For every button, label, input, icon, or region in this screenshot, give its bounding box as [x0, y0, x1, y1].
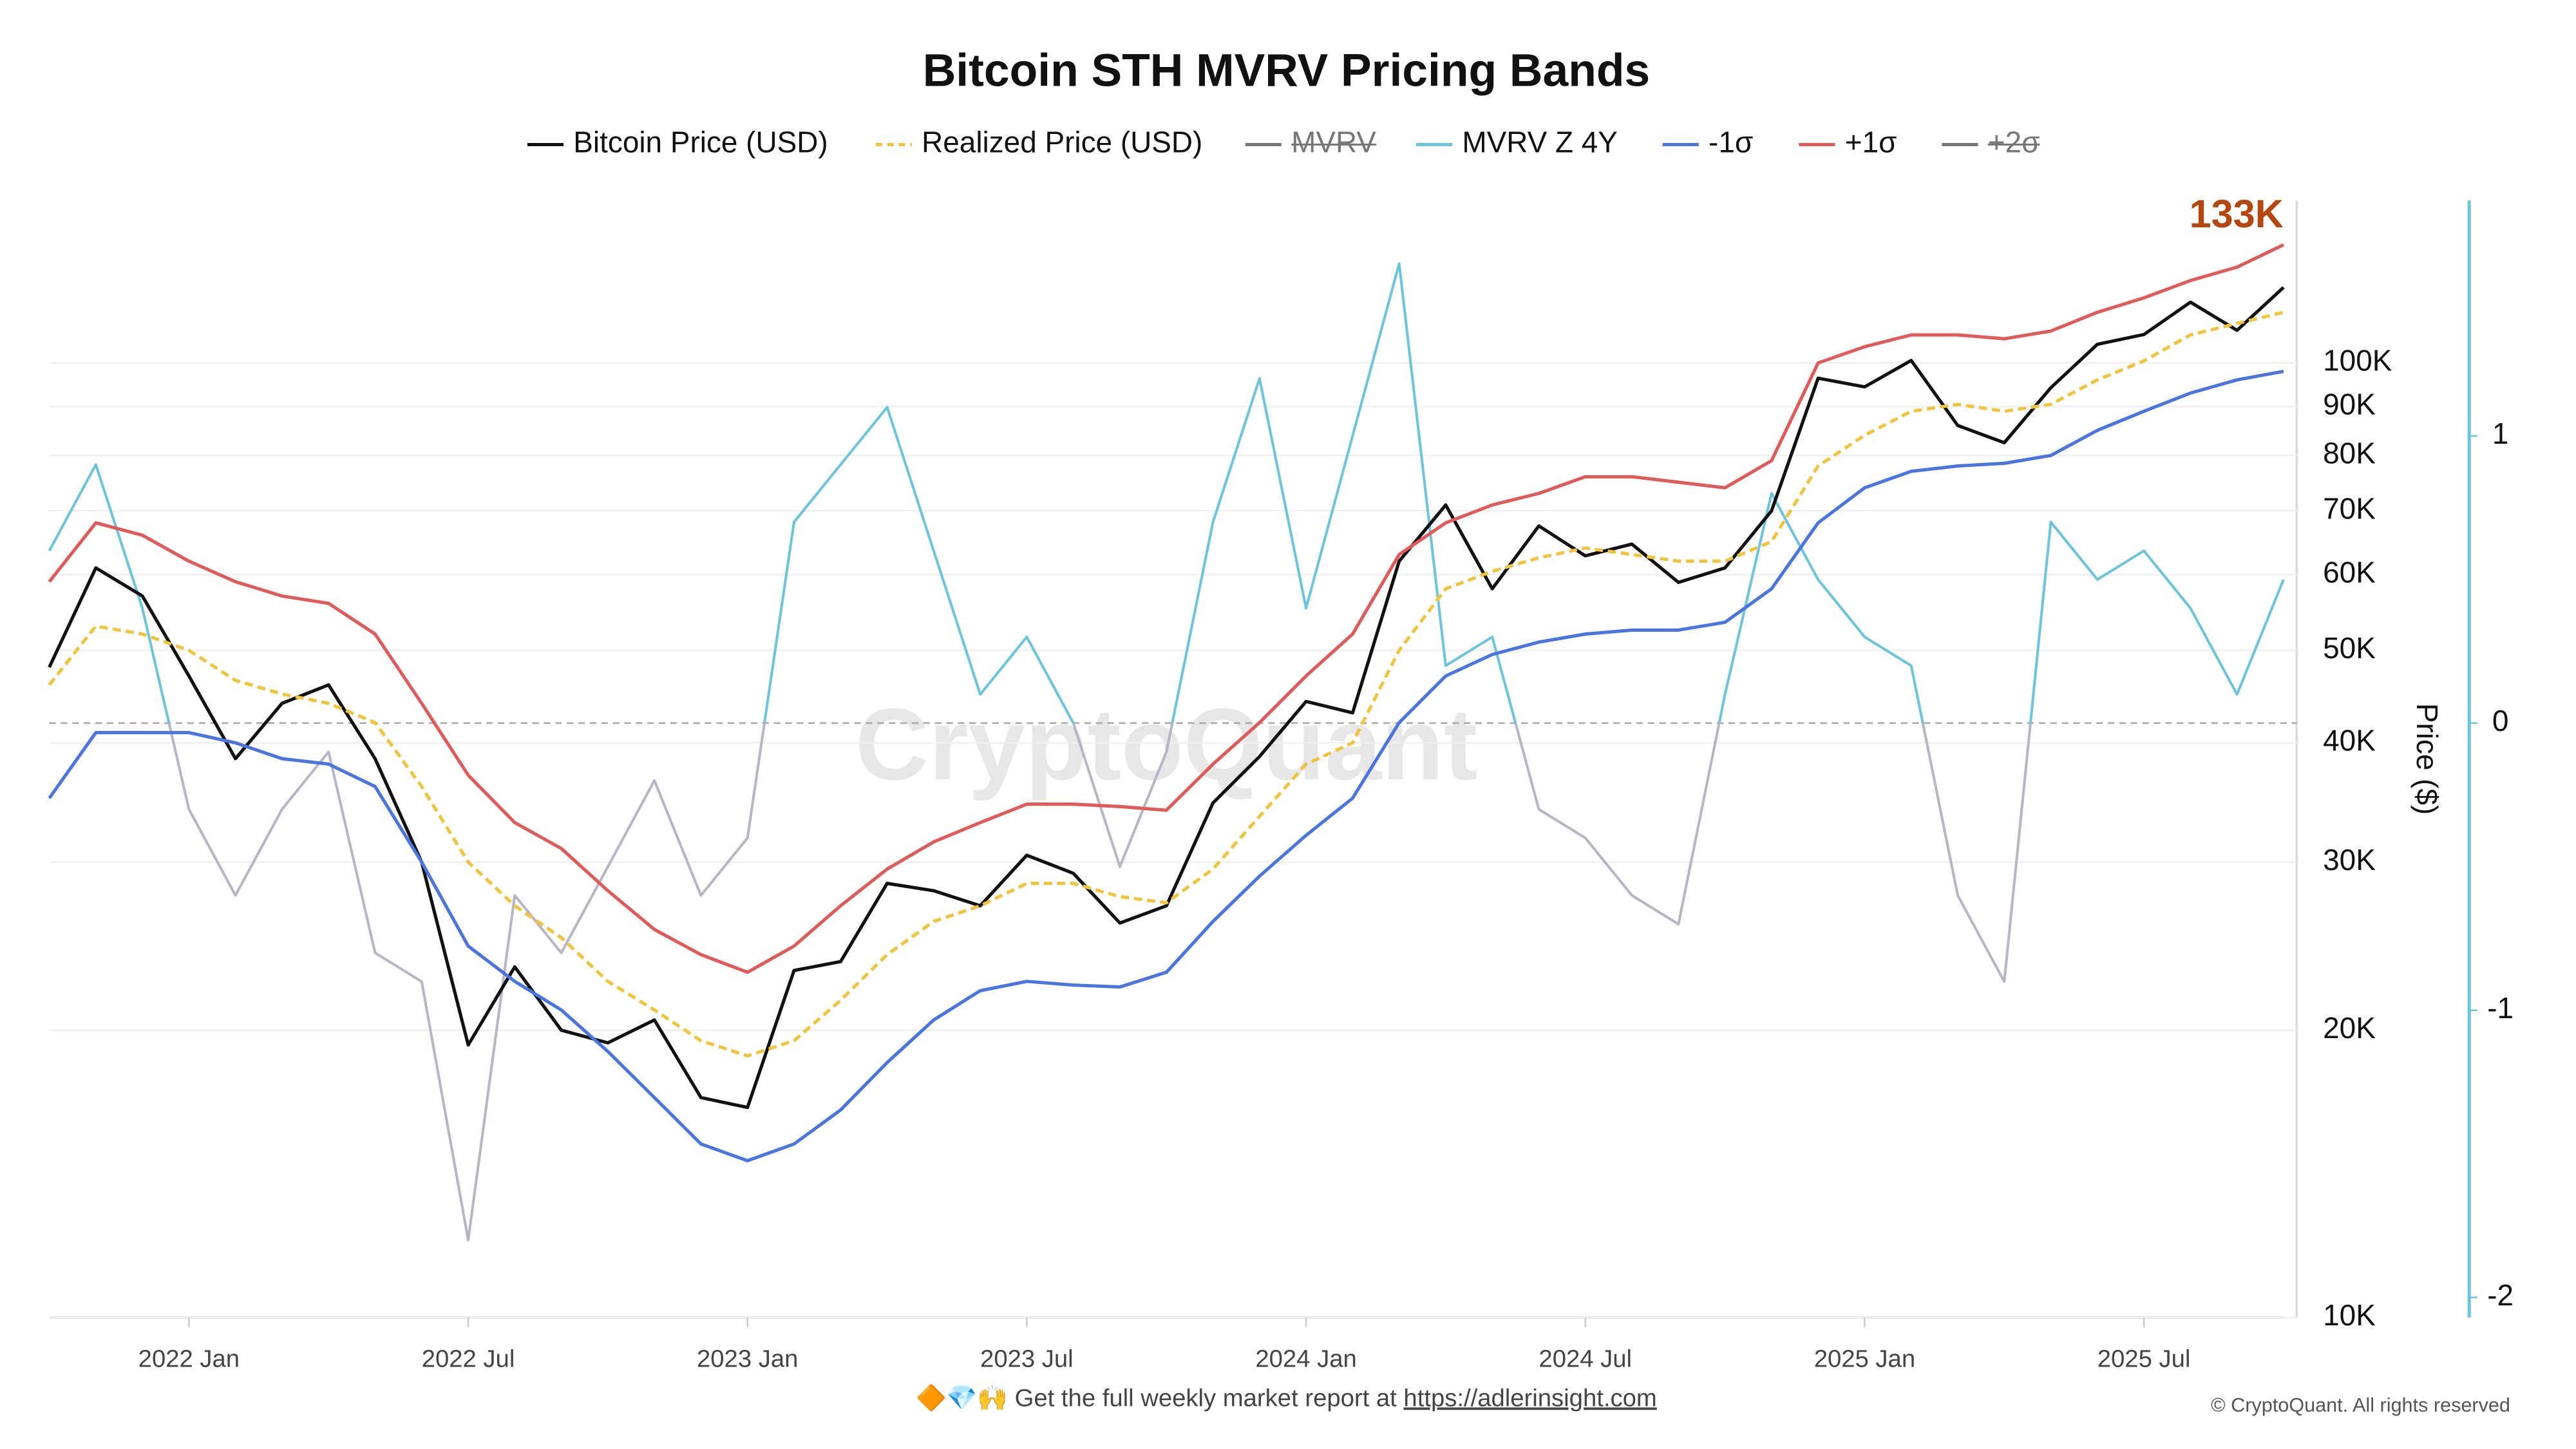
- x-tick-label: 2024 Jul: [1539, 1345, 1632, 1372]
- y2-tick-label: 1: [2492, 417, 2509, 450]
- x-tick-label: 2022 Jul: [422, 1345, 515, 1372]
- legend-label[interactable]: MVRV Z 4Y: [1462, 126, 1618, 159]
- y-tick-label: 70K: [2323, 491, 2376, 525]
- y2-tick-label: 0: [2492, 704, 2509, 737]
- series-line: [48, 243, 2285, 974]
- x-tick-label: 2023 Jan: [697, 1345, 798, 1372]
- legend-label[interactable]: +2σ: [1988, 126, 2040, 159]
- y-tick-label: 60K: [2323, 556, 2376, 589]
- legend-label[interactable]: MVRV: [1291, 126, 1376, 159]
- y-tick-label: 20K: [2323, 1011, 2376, 1045]
- y-tick-label: 100K: [2323, 344, 2392, 377]
- y-tick-label: 90K: [2323, 388, 2376, 421]
- y-tick-label: 50K: [2323, 631, 2376, 665]
- y2-tick-label: -1: [2487, 991, 2514, 1025]
- y-tick-label: 30K: [2323, 843, 2376, 876]
- x-tick-label: 2022 Jan: [138, 1345, 240, 1372]
- series-line: [48, 310, 2284, 1058]
- x-tick-label: 2024 Jan: [1255, 1345, 1356, 1372]
- annotation: 133K: [2190, 192, 2284, 236]
- y-tick-label: 10K: [2323, 1298, 2376, 1332]
- y2-tick-label: -2: [2487, 1278, 2514, 1312]
- y-axis-label: Price ($): [2410, 703, 2444, 815]
- watermark: CryptoQuant: [855, 687, 1477, 801]
- legend-label[interactable]: Realized Price (USD): [922, 126, 1202, 159]
- legend-label[interactable]: -1σ: [1709, 126, 1753, 159]
- legend-label[interactable]: Bitcoin Price (USD): [573, 126, 828, 159]
- legend-label[interactable]: +1σ: [1845, 126, 1897, 159]
- footer-text: Get the full weekly market report at: [1015, 1385, 1397, 1412]
- copyright: © CryptoQuant. All rights reserved: [2211, 1394, 2510, 1416]
- series-line: [48, 262, 2285, 1242]
- chart-title: Bitcoin STH MVRV Pricing Bands: [923, 45, 1650, 97]
- series-line: [48, 370, 2284, 1162]
- footer-icons: 🔶💎🙌: [916, 1384, 1008, 1412]
- x-tick-label: 2023 Jul: [980, 1345, 1074, 1372]
- x-tick-label: 2025 Jul: [2098, 1345, 2191, 1372]
- y-tick-label: 40K: [2323, 724, 2376, 757]
- x-tick-label: 2025 Jan: [1814, 1345, 1915, 1372]
- footer-link[interactable]: https://adlerinsight.com: [1403, 1385, 1656, 1412]
- y-tick-label: 80K: [2323, 436, 2376, 469]
- footer: 🔶💎🙌 Get the full weekly market report at…: [916, 1384, 1657, 1412]
